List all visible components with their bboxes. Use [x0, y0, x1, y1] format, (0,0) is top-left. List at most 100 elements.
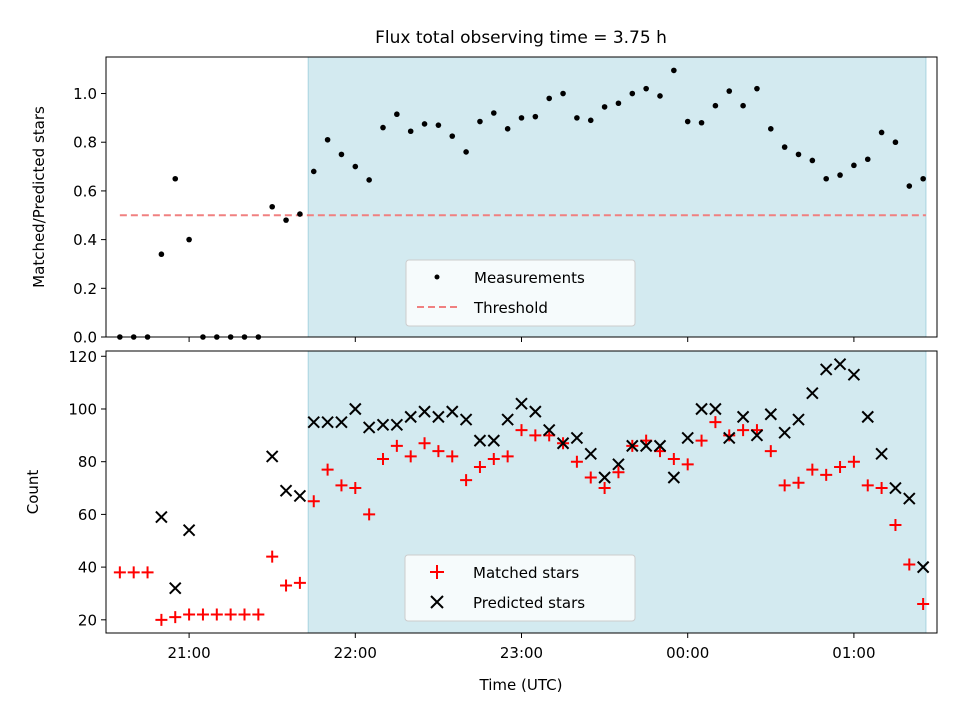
measurement-point — [504, 126, 511, 132]
measurement-point — [892, 139, 899, 146]
measurement-point — [324, 136, 331, 143]
matched-star-point — [501, 450, 514, 463]
matched-star-point — [487, 453, 500, 466]
matched-star-point — [238, 608, 251, 621]
measurement-point — [380, 124, 386, 131]
matched-star-point — [293, 576, 306, 589]
measurement-points — [117, 67, 926, 340]
matched-star-point — [252, 608, 265, 621]
ratio-panel: 0.0 0.2 0.4 0.6 0.8 1.0 Matched/Predicted sta… — [30, 56, 938, 347]
ratio-legend-box — [405, 259, 636, 327]
measurement-point — [864, 156, 871, 163]
y-tick-label: 60 — [78, 506, 97, 524]
predicted-star-point — [847, 368, 861, 381]
matched-star-point — [917, 598, 930, 611]
predicted-star-point — [473, 434, 487, 447]
measurement-point — [283, 217, 289, 223]
predicted-star-point — [265, 450, 279, 463]
matched-star-point — [778, 479, 791, 492]
matched-star-point — [169, 611, 182, 624]
measurement-point — [338, 151, 345, 158]
measurement-point — [352, 163, 359, 170]
predicted-star-point — [169, 581, 182, 595]
legend-predicted-label: Predicted stars — [473, 594, 585, 612]
matched-star-point — [446, 450, 459, 463]
measurement-point — [671, 67, 677, 74]
measurement-point — [795, 151, 802, 158]
matched-star-point — [903, 558, 916, 571]
predicted-star-point — [861, 410, 874, 424]
matched-star-point — [764, 445, 777, 458]
matched-star-point — [834, 460, 847, 473]
predicted-star-point — [667, 471, 681, 484]
matched-star-point — [473, 460, 486, 473]
predicted-star-point — [335, 415, 348, 429]
predicted-star-point — [903, 492, 916, 505]
predicted-star-point — [598, 471, 611, 484]
matched-star-point — [127, 566, 140, 579]
predicted-star-point — [612, 458, 625, 471]
matched-star-point — [210, 608, 223, 621]
measurement-point — [768, 126, 774, 132]
measurement-point — [172, 175, 179, 182]
measurement-point — [546, 95, 552, 102]
measurement-point — [407, 128, 414, 135]
y-tick-label: 20 — [78, 611, 97, 629]
measurement-point — [532, 113, 539, 120]
matched-star-point — [584, 471, 597, 484]
y-tick-label: 80 — [78, 453, 97, 471]
measurement-point — [560, 90, 566, 97]
measurement-point — [809, 157, 816, 164]
matched-star-point — [695, 434, 708, 447]
matched-star-point — [377, 453, 389, 466]
matched-star-point — [806, 463, 819, 476]
measurement-point — [781, 144, 788, 150]
ratio-y-axis-label: Matched/Predicted stars — [30, 106, 48, 288]
predicted-star-point — [487, 434, 501, 447]
measurement-point — [837, 172, 843, 178]
measurement-point — [878, 129, 885, 136]
count-panel: 20 40 60 80 100 120 21:00 22:00 23:00 00:00 01:00… — [24, 348, 938, 694]
predicted-star-point — [709, 402, 722, 416]
measurement-point — [310, 168, 317, 175]
predicted-star-point — [889, 481, 902, 495]
predicted-star-point — [529, 405, 542, 418]
count-panel-frame — [105, 350, 938, 634]
predicted-star-point — [542, 423, 556, 437]
x-tick-label: 23:00 — [500, 644, 543, 662]
matched-star-point — [861, 479, 874, 492]
count-y-axis-label: Count — [24, 470, 42, 515]
predicted-star-point — [404, 410, 417, 424]
x-axis-label: Time (UTC) — [479, 676, 563, 694]
matched-star-point — [515, 424, 528, 437]
y-tick-label: 1.0 — [73, 85, 97, 103]
matched-star-point — [266, 550, 279, 563]
matched-star-point — [404, 450, 417, 463]
measurement-point — [186, 236, 192, 243]
x-tick-label: 00:00 — [666, 644, 709, 662]
predicted-star-point — [321, 415, 334, 429]
y-tick-label: 100 — [68, 400, 97, 418]
predicted-star-point — [736, 410, 750, 424]
ratio-legend: Measurements Threshold — [405, 259, 636, 327]
measurement-point — [587, 117, 594, 124]
predicted-star-point — [501, 413, 514, 426]
matched-star-point — [529, 429, 542, 442]
matched-star-point — [847, 455, 860, 468]
predicted-star-point — [570, 431, 584, 445]
predicted-star-point — [875, 447, 888, 460]
matched-star-point — [113, 566, 126, 579]
predicted-star-point — [806, 386, 819, 400]
matched-star-point — [820, 468, 833, 481]
predicted-star-point — [819, 363, 833, 376]
measurement-point — [823, 175, 829, 182]
measurement-point — [726, 88, 733, 94]
predicted-star-point — [695, 402, 708, 416]
measurement-point — [851, 162, 857, 169]
matched-star-point — [432, 445, 445, 458]
matched-star-point — [363, 508, 376, 521]
legend-matched-label: Matched stars — [473, 564, 579, 582]
measurement-point — [394, 111, 400, 118]
measurement-point — [657, 93, 663, 99]
measurement-point — [435, 122, 442, 128]
